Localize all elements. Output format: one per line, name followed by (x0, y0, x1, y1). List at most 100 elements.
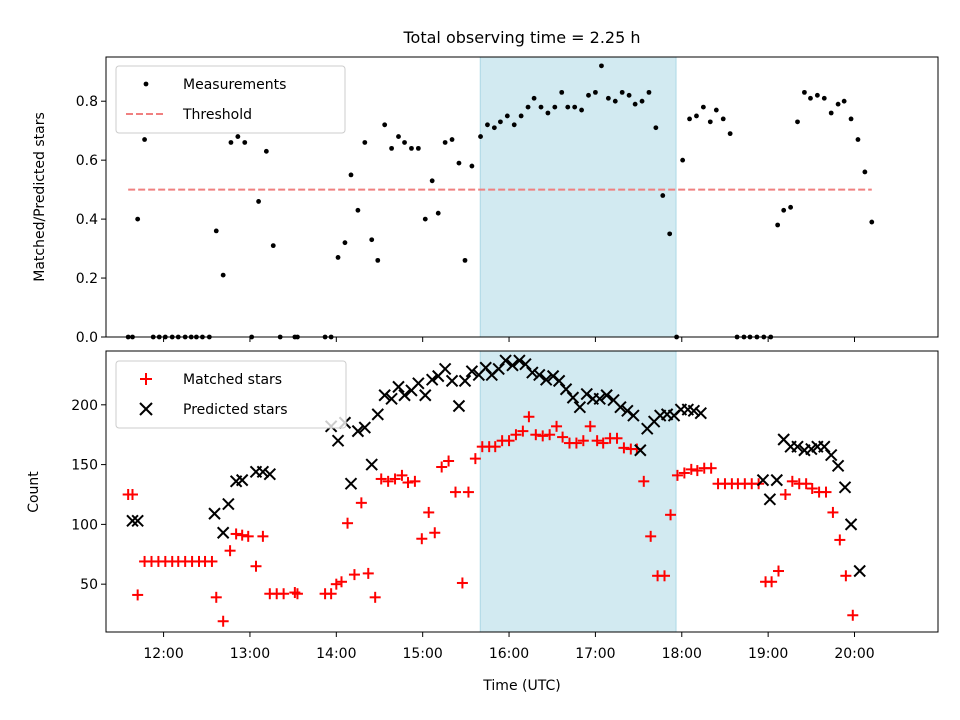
matched-star-point (236, 529, 248, 541)
matched-star-point (773, 565, 785, 577)
predicted-star-point (791, 440, 804, 453)
measurement-point (462, 257, 468, 263)
measurement-point (415, 145, 421, 151)
predicted-star-point (519, 357, 532, 371)
top-y-axis-ticks: 0.0 0.2 0.4 0.6 0.8 (76, 94, 106, 346)
measurement-point (511, 122, 517, 128)
matched-star-point (523, 411, 535, 423)
matched-star-point (820, 486, 832, 498)
measurement-point (348, 172, 354, 178)
x-tick-label: 13:00 (230, 646, 270, 662)
top-panel-frame (105, 56, 939, 338)
matched-star-point (584, 420, 596, 432)
measurement-point (525, 104, 531, 110)
matched-star-point (530, 429, 542, 441)
predicted-star-point (492, 362, 505, 376)
measurement-point (531, 95, 537, 101)
measurement-point (369, 237, 375, 243)
measurement-point (572, 104, 578, 110)
x-tick-label: 14:00 (316, 646, 356, 662)
predicted-star-point (263, 467, 277, 481)
measurement-point (362, 140, 368, 145)
matched-star-point (537, 430, 549, 442)
measurement-point (687, 116, 692, 122)
y-tick-label: 100 (71, 517, 98, 533)
predicted-star-point (458, 374, 472, 388)
matched-star-point (827, 506, 839, 518)
matched-star-point (597, 437, 609, 449)
predicted-star-point (499, 354, 512, 367)
measurement-point (646, 89, 652, 95)
measurement-point (220, 272, 226, 278)
predicted-star-point (627, 409, 640, 422)
matched-star-point (834, 534, 846, 546)
matched-star-point (224, 545, 236, 557)
predicted-star-point (526, 366, 539, 379)
matched-star-point (665, 509, 677, 521)
predicted-star-point (506, 359, 519, 372)
y-tick-label: 0.2 (76, 271, 98, 287)
matched-star-point (396, 469, 408, 481)
measurement-point (653, 125, 659, 131)
matched-star-point (443, 455, 455, 467)
matched-star-point (611, 432, 623, 444)
predicted-star-point (831, 459, 845, 472)
predicted-star-point (818, 440, 831, 453)
measurement-point (680, 157, 686, 163)
y-tick-label: 200 (71, 398, 98, 414)
predicted-star-point (445, 374, 459, 388)
measurement-point (821, 95, 827, 101)
legend-measurements-label: Measurements (183, 77, 286, 93)
measurement-point (396, 134, 401, 139)
matched-star-point (847, 609, 859, 621)
measurement-point (552, 104, 558, 110)
measurement-point (429, 178, 435, 184)
y-tick-label: 0.8 (76, 94, 98, 110)
legend-threshold-label: Threshold (182, 107, 252, 123)
matched-star-point (342, 517, 354, 529)
bottom-x-axis-ticks: 12:00 13:00 14:00 15:00 16:00 17:00 18:00 19:00… (143, 632, 875, 662)
predicted-star-point (593, 392, 606, 406)
measurement-point (375, 257, 381, 263)
matched-star-point (291, 588, 303, 600)
measurement-point (828, 110, 834, 116)
predicted-star-point (756, 473, 770, 487)
measurement-point (639, 98, 645, 104)
measurement-point (504, 113, 510, 119)
matched-star-point (510, 429, 522, 441)
measurement-point (855, 137, 861, 142)
measurement-point (579, 107, 584, 113)
matched-star-point (638, 475, 650, 487)
predicted-star-point (235, 473, 249, 487)
legend-matched-label: Matched stars (183, 372, 282, 388)
measurement-point (213, 228, 219, 234)
predicted-star-point (222, 497, 235, 511)
measurement-point (538, 104, 544, 110)
matched-star-point (544, 429, 556, 441)
predicted-star-point (763, 493, 777, 506)
measurement-point (335, 255, 341, 260)
measurement-point (559, 89, 565, 95)
matched-star-point (436, 461, 448, 473)
y-tick-label: 0.0 (76, 330, 98, 346)
matched-star-point (210, 591, 222, 603)
measurement-point (478, 134, 483, 139)
measurement-point (619, 89, 625, 95)
predicted-star-point (687, 404, 701, 417)
matched-star-point (503, 435, 515, 447)
measurement-point (862, 169, 868, 175)
x-axis-label: Time (UTC) (482, 678, 560, 694)
matched-star-point (348, 569, 360, 581)
measurement-point (342, 240, 348, 246)
measurement-point (593, 89, 598, 95)
matched-star-point (577, 435, 589, 447)
predicted-star-point (256, 465, 270, 478)
matched-star-point (257, 530, 269, 542)
bottom-y-axis-ticks: 50 100 150 200 (71, 398, 106, 593)
measurement-point (518, 113, 524, 119)
predicted-star-point (465, 365, 479, 378)
matched-star-point (840, 570, 852, 582)
matched-star-point (250, 560, 262, 572)
matched-star-point (217, 615, 229, 627)
